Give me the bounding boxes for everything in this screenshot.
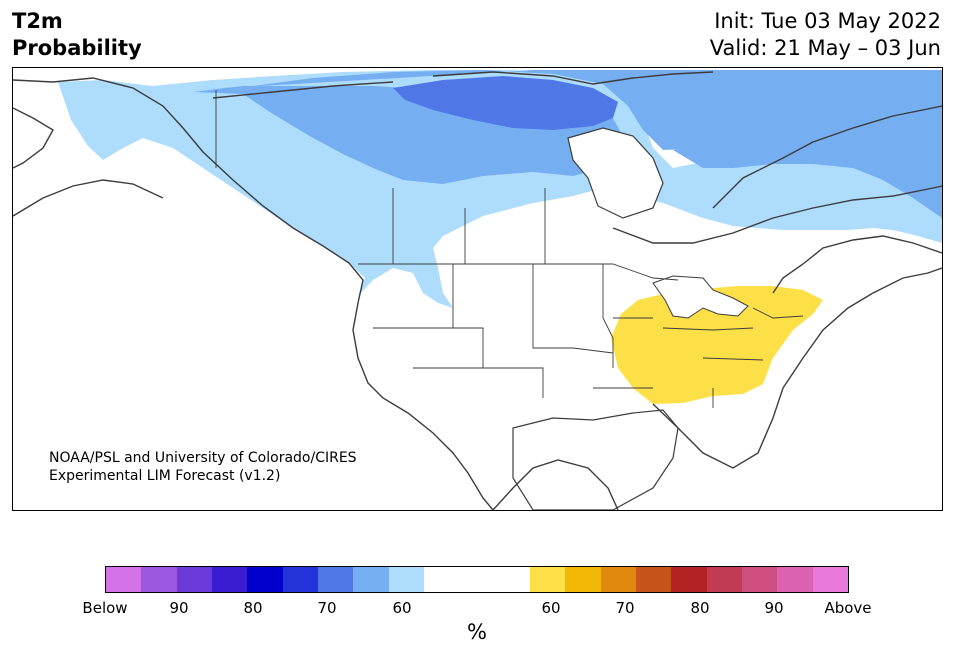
colorbar-tick-below-80: 80 [243, 599, 263, 617]
colorbar-tick-above-80: 80 [690, 599, 710, 617]
probability-colorbar [105, 566, 849, 593]
colorbar-tick-above-90: 90 [764, 599, 784, 617]
region-below-70-eastcanada [673, 98, 942, 218]
region-above-60-east [611, 286, 823, 404]
colorbar-swatch-above-6 [706, 567, 742, 592]
region-below-70-arctic [193, 70, 942, 150]
political-borders [215, 90, 804, 408]
colorbar-tick-below-60: 60 [392, 599, 412, 617]
colorbar-tick-above: Above [824, 599, 872, 617]
colorbar-swatch-below-4 [211, 567, 248, 592]
gulf-of-mexico [512, 409, 679, 510]
valid-range: Valid: 21 May – 03 Jun [709, 36, 941, 60]
colorbar-swatch-above-5 [671, 567, 707, 592]
colorbar-swatch-above-7 [741, 567, 778, 592]
map-panel [12, 67, 943, 511]
credit-line-2: Experimental LIM Forecast (v1.2) [49, 468, 281, 484]
colorbar-swatch-above-3 [600, 567, 636, 592]
colorbar-swatch-below-9 [388, 567, 424, 592]
credit-line-1: NOAA/PSL and University of Colorado/CIRE… [49, 450, 357, 466]
colorbar-swatch-neutral [423, 567, 530, 592]
colorbar-swatch-above-2 [565, 567, 601, 592]
colorbar-tick-above-60: 60 [541, 599, 561, 617]
colorbar-swatch-below-3 [176, 567, 212, 592]
forecast-dates: Init: Tue 03 May 2022 Valid: 21 May – 03… [710, 8, 941, 62]
north-america-map [13, 70, 942, 510]
great-lakes [652, 275, 749, 319]
region-below-60-northwest [58, 70, 942, 308]
colorbar-swatch-above-4 [635, 567, 672, 592]
colorbar-tick-above-70: 70 [615, 599, 635, 617]
colorbar-unit-label: % [467, 620, 487, 644]
colorbar-swatch-below-7 [317, 567, 354, 592]
region-below-80-hudson [393, 76, 618, 130]
variable-label: T2m [12, 9, 63, 33]
colorbar-swatch-above-9 [812, 567, 848, 592]
init-date: Init: Tue 03 May 2022 [714, 9, 941, 33]
subtitle-label: Probability [12, 36, 142, 60]
colorbar-swatch-above-1 [529, 567, 566, 592]
credit-text: NOAA/PSL and University of Colorado/CIRE… [49, 449, 357, 485]
coastlines [13, 71, 942, 510]
colorbar-tick-below-70: 70 [317, 599, 337, 617]
colorbar-swatch-below-1 [106, 567, 142, 592]
hudson-bay [567, 127, 664, 219]
colorbar-swatch-below-8 [353, 567, 389, 592]
colorbar-tick-below-90: 90 [169, 599, 189, 617]
colorbar-swatch-below-6 [282, 567, 318, 592]
map-title: T2m Probability [12, 8, 142, 62]
colorbar-swatch-below-2 [141, 567, 177, 592]
colorbar-tick-below: Below [82, 599, 128, 617]
colorbar-swatch-below-5 [247, 567, 283, 592]
colorbar-swatch-above-8 [777, 567, 813, 592]
